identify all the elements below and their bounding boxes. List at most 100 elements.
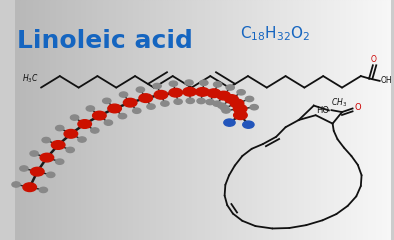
Bar — [372, 0, 374, 240]
Bar — [94, 0, 96, 240]
Bar — [165, 0, 167, 240]
Bar — [15, 0, 17, 240]
Circle shape — [20, 166, 28, 171]
Circle shape — [220, 105, 229, 111]
Bar — [203, 0, 204, 240]
Circle shape — [71, 115, 79, 120]
Bar — [383, 0, 385, 240]
Bar — [73, 0, 75, 240]
Circle shape — [78, 120, 91, 128]
Circle shape — [139, 94, 152, 102]
Circle shape — [196, 88, 209, 96]
Circle shape — [197, 98, 205, 104]
Bar — [20, 0, 22, 240]
Bar — [349, 0, 351, 240]
Bar — [282, 0, 284, 240]
Bar — [323, 0, 325, 240]
Bar — [30, 0, 32, 240]
Circle shape — [12, 182, 20, 187]
Circle shape — [225, 95, 238, 103]
Bar — [229, 0, 231, 240]
Bar — [378, 0, 380, 240]
Circle shape — [40, 153, 54, 162]
Bar — [291, 0, 293, 240]
Circle shape — [39, 187, 48, 192]
Bar — [193, 0, 195, 240]
Bar — [92, 0, 94, 240]
Bar — [244, 0, 246, 240]
Bar — [52, 0, 54, 240]
Bar — [184, 0, 186, 240]
Bar — [231, 0, 233, 240]
Bar — [242, 0, 244, 240]
Circle shape — [250, 105, 258, 110]
Circle shape — [226, 85, 234, 90]
Bar — [128, 0, 129, 240]
Bar — [171, 0, 173, 240]
Bar — [154, 0, 156, 240]
Circle shape — [214, 82, 222, 87]
Bar — [267, 0, 269, 240]
Bar — [353, 0, 355, 240]
Circle shape — [206, 99, 214, 105]
Bar — [276, 0, 278, 240]
Circle shape — [237, 90, 245, 95]
Bar — [318, 0, 320, 240]
Bar — [389, 0, 391, 240]
Circle shape — [136, 87, 145, 92]
Circle shape — [186, 98, 194, 103]
Text: HO: HO — [317, 106, 330, 115]
Bar — [261, 0, 263, 240]
Text: $H_3C$: $H_3C$ — [22, 73, 39, 85]
Bar — [284, 0, 286, 240]
Text: $CH_3$: $CH_3$ — [331, 97, 347, 109]
Text: $\mathsf{C_{18}H_{32}O_2}$: $\mathsf{C_{18}H_{32}O_2}$ — [240, 24, 311, 43]
Bar — [28, 0, 30, 240]
Bar — [387, 0, 389, 240]
Circle shape — [78, 137, 86, 142]
Bar — [60, 0, 62, 240]
Bar — [19, 0, 20, 240]
Bar — [344, 0, 346, 240]
Bar — [158, 0, 160, 240]
Bar — [235, 0, 237, 240]
Circle shape — [51, 141, 65, 149]
Bar — [69, 0, 71, 240]
Circle shape — [56, 126, 64, 131]
Bar — [43, 0, 45, 240]
Bar — [46, 0, 48, 240]
Bar — [148, 0, 150, 240]
Bar — [90, 0, 92, 240]
Bar — [180, 0, 182, 240]
Bar — [233, 0, 235, 240]
Circle shape — [147, 104, 155, 109]
Circle shape — [213, 101, 221, 106]
Circle shape — [207, 89, 221, 97]
Bar — [269, 0, 271, 240]
Bar — [131, 0, 133, 240]
Bar — [156, 0, 158, 240]
Circle shape — [133, 108, 141, 113]
Bar — [336, 0, 338, 240]
Text: O: O — [371, 54, 377, 64]
Bar — [50, 0, 52, 240]
Bar — [248, 0, 250, 240]
Bar — [297, 0, 299, 240]
Bar — [86, 0, 88, 240]
Bar — [368, 0, 370, 240]
Bar — [35, 0, 37, 240]
Bar — [116, 0, 118, 240]
Bar — [338, 0, 340, 240]
Bar — [141, 0, 143, 240]
Text: Linoleic acid: Linoleic acid — [17, 29, 193, 53]
Bar — [312, 0, 314, 240]
Bar — [124, 0, 126, 240]
Bar — [348, 0, 349, 240]
Bar — [48, 0, 50, 240]
Circle shape — [46, 172, 55, 177]
Bar — [204, 0, 206, 240]
Circle shape — [123, 98, 137, 107]
Bar — [67, 0, 69, 240]
Circle shape — [119, 92, 128, 97]
Bar — [370, 0, 372, 240]
